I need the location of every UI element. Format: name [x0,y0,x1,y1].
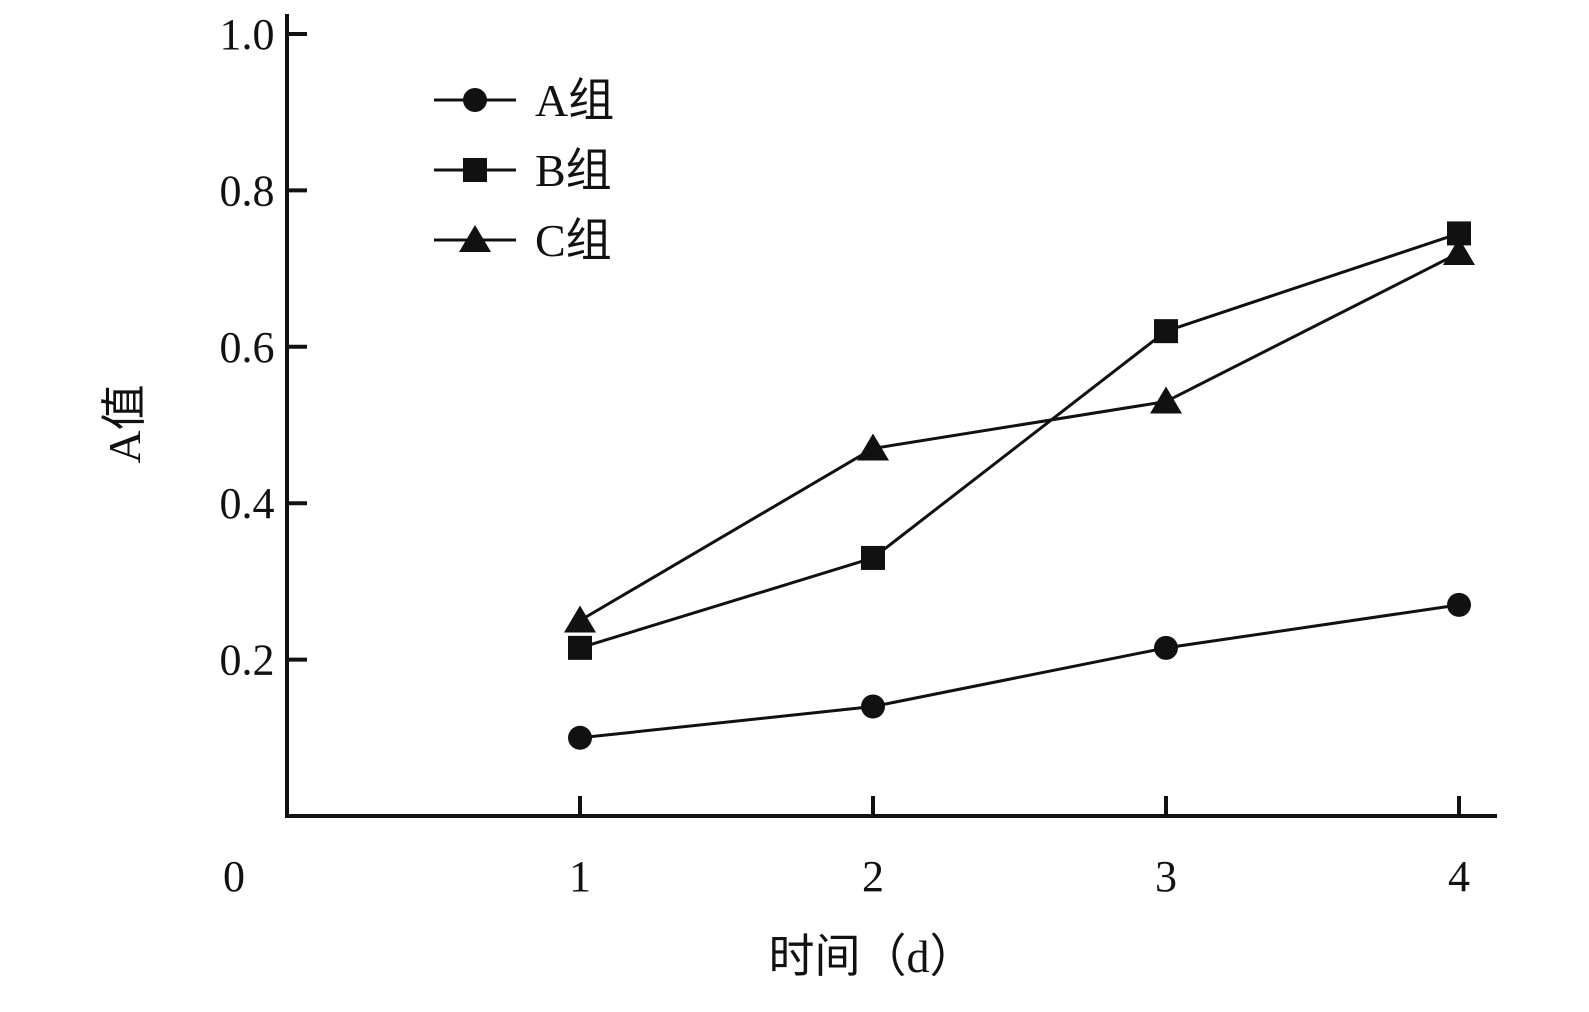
y-tick-label: 0.2 [220,636,275,685]
legend-marker-triangle [459,225,491,252]
x-tick-label: 2 [862,852,884,901]
x-tick-label: 4 [1448,852,1470,901]
y-tick-label: 1.0 [220,10,275,59]
data-point-triangle [857,433,889,461]
origin-label: 0 [223,852,245,901]
data-point-square [1154,319,1178,344]
data-point-triangle [1150,386,1182,414]
axes: 0.2 0.4 0.6 0.8 1.0 1 2 3 4 [220,10,1497,901]
series-group [564,221,1475,750]
legend-label: A组 [535,75,614,126]
legend-item: C组 [434,215,612,266]
legend: A组 B组 C组 [434,75,614,266]
legend-marker-square [463,158,487,182]
data-point-circle [1447,592,1471,617]
y-tick-label: 0.8 [220,166,275,215]
series-triangle [564,237,1475,633]
series-line [579,603,1460,740]
data-point-square [861,545,885,570]
y-tick-label: 0.4 [220,479,275,528]
x-tick-label: 1 [569,852,591,901]
data-point-circle [861,694,885,719]
legend-label: B组 [535,145,612,196]
y-tick-label: 0.6 [220,323,275,372]
series-circle [568,592,1471,750]
data-point-circle [1154,635,1178,660]
x-axis-label: 时间（d） [769,931,976,982]
y-axis-label: A值 [99,384,150,463]
data-point-triangle [564,605,596,633]
legend-item: A组 [434,75,614,126]
x-tick-label: 3 [1155,852,1177,901]
series-square [568,221,1471,660]
data-point-triangle [1443,237,1475,265]
legend-marker-circle [463,88,487,112]
legend-item: B组 [434,145,612,196]
series-line [579,251,1460,622]
series-line [579,231,1460,650]
legend-label: C组 [535,215,612,266]
data-point-circle [568,725,592,750]
data-point-square [568,635,592,660]
